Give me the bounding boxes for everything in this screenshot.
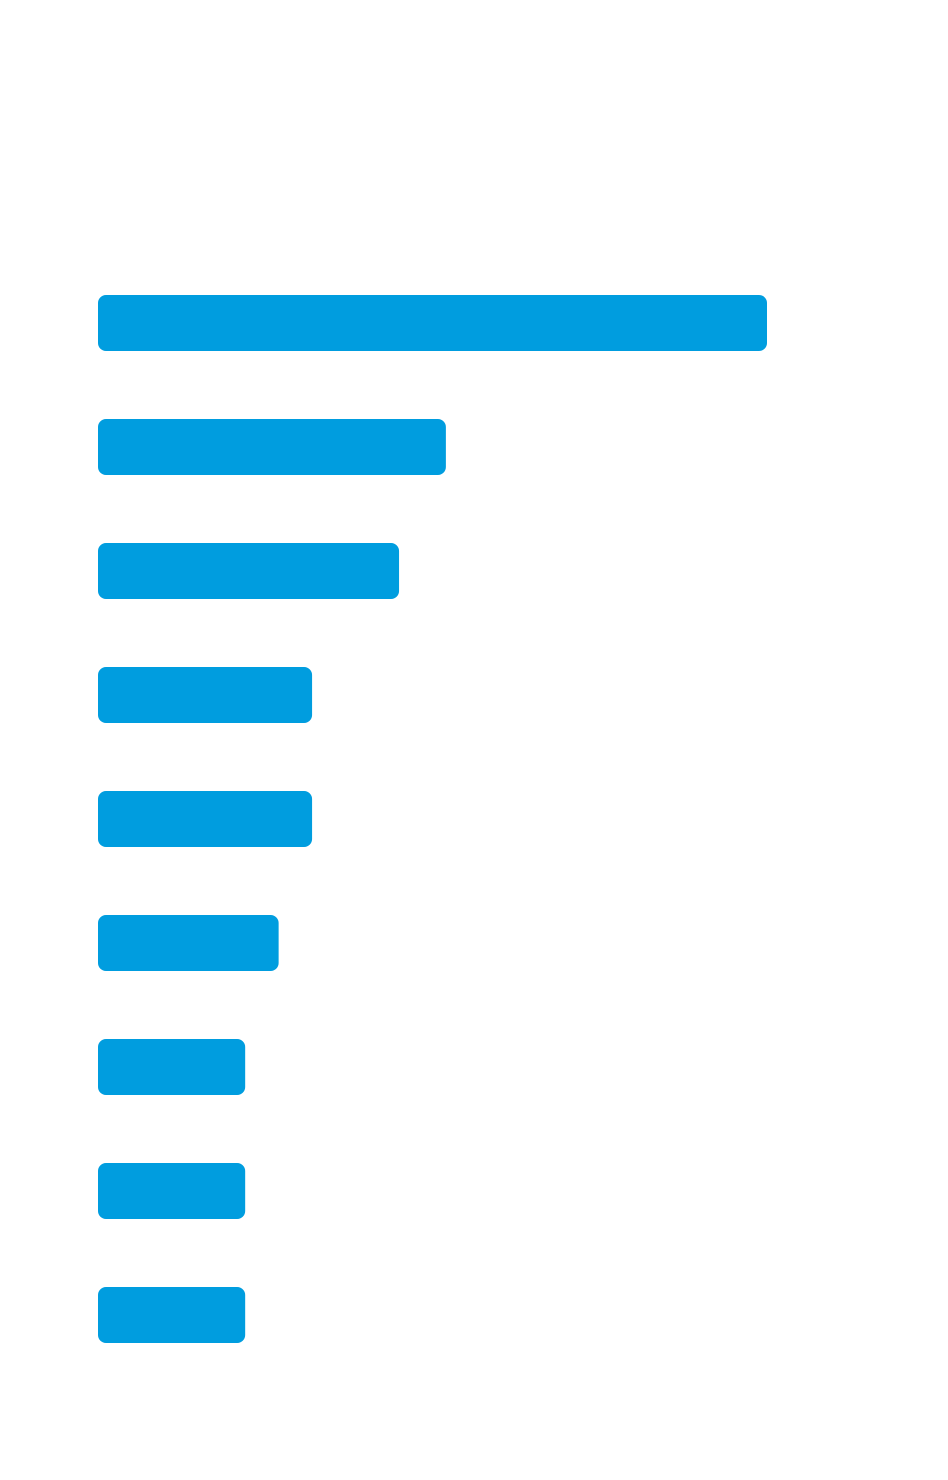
bar [98, 543, 400, 599]
bar [98, 1163, 246, 1219]
bar [98, 295, 767, 351]
bar [98, 1039, 246, 1095]
bar [98, 667, 313, 723]
bar [98, 419, 446, 475]
bar [98, 1287, 246, 1343]
bar [98, 791, 313, 847]
bar [98, 915, 279, 971]
